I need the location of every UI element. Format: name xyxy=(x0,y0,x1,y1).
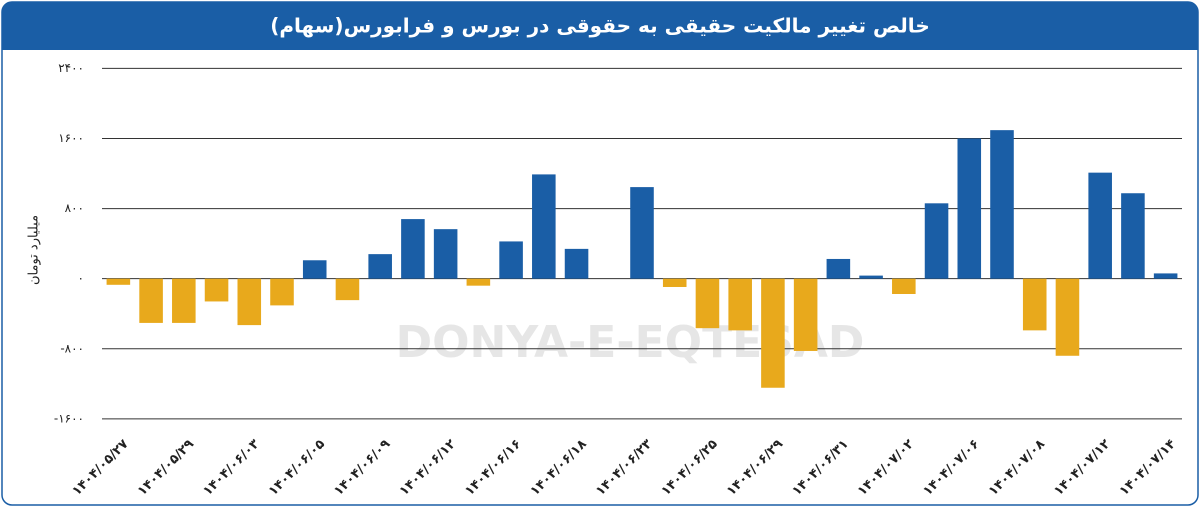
bar xyxy=(662,278,687,287)
bar xyxy=(990,130,1014,279)
bar xyxy=(761,278,785,388)
bar xyxy=(237,278,262,326)
bar xyxy=(499,241,523,279)
bar xyxy=(1022,278,1047,331)
y-axis-label: میلیارد تومان xyxy=(27,215,42,285)
bar xyxy=(106,278,131,285)
watermark: DONYA-E-EQTESAD xyxy=(396,317,865,368)
bar xyxy=(728,278,752,331)
y-tick-label: ۲۴۰۰ xyxy=(58,61,84,75)
y-tick-label: ۰ xyxy=(78,271,84,285)
bar xyxy=(1153,273,1178,279)
bar xyxy=(204,278,229,302)
y-tick-label: -۸۰۰ xyxy=(60,341,84,355)
bar xyxy=(466,278,491,286)
bar xyxy=(172,278,196,323)
bar xyxy=(139,278,163,323)
bar xyxy=(1121,193,1145,279)
bar xyxy=(793,278,818,351)
bar xyxy=(270,278,294,306)
bar xyxy=(630,187,654,279)
bar xyxy=(433,229,458,279)
bar xyxy=(368,254,392,279)
bar xyxy=(564,248,589,279)
bar xyxy=(532,174,556,279)
bar xyxy=(826,258,851,279)
bar xyxy=(335,278,360,301)
bar xyxy=(695,278,720,329)
bar xyxy=(1055,278,1080,356)
bar xyxy=(1088,172,1112,279)
bar xyxy=(957,138,982,279)
y-tick-label: ۱۶۰۰ xyxy=(58,131,84,145)
header-bar xyxy=(2,2,1198,50)
bar xyxy=(892,278,916,294)
chart-title: خالص تغییر مالکیت حقیقی به حقوقی در بورس… xyxy=(270,14,929,38)
bar xyxy=(924,203,949,279)
bar xyxy=(401,219,425,279)
y-tick-label: -۱۶۰۰ xyxy=(54,411,84,425)
y-tick-label: ۸۰۰ xyxy=(65,201,84,215)
bar xyxy=(302,260,327,279)
bar xyxy=(859,275,883,279)
